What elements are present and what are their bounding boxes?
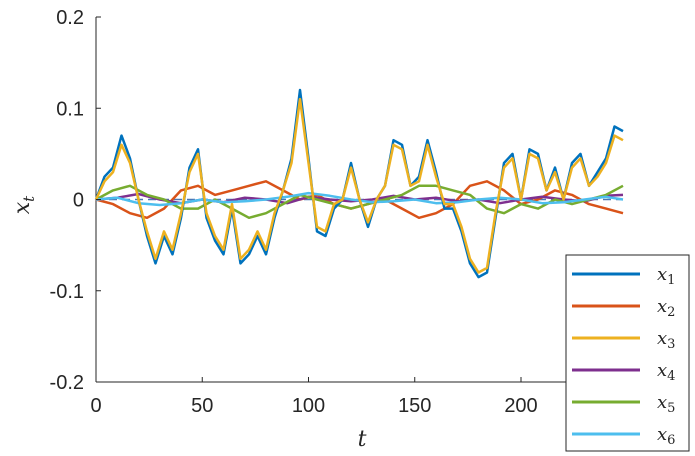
legend-label-x5: x5 [657, 392, 675, 416]
legend-label-x3: x3 [657, 328, 675, 352]
y-axis-label: xt [10, 195, 38, 214]
y-tick-label: 0 [73, 190, 84, 212]
legend-label-x2: x2 [657, 296, 675, 320]
series-line-x3 [94, 97, 624, 274]
series-line-x5 [95, 184, 624, 220]
x-tick-label: 50 [191, 395, 213, 417]
y-tick-label: 0.1 [56, 98, 84, 120]
x-tick-label: 0 [90, 395, 101, 417]
y-tick-label: -0.2 [50, 372, 84, 394]
x-tick-label: 150 [398, 395, 431, 417]
legend-label-x6: x6 [657, 424, 675, 448]
plot-area: 0 50 100 150 200 0.2 0.1 0 -0.1 -0.2 [50, 7, 640, 417]
x-tick-label: 200 [504, 395, 537, 417]
y-tick-label: -0.1 [50, 281, 84, 303]
legend: x1 x2 x3 x4 x5 x6 [565, 254, 690, 452]
svg-text:xt: xt [10, 195, 38, 214]
x-axis-label: t [358, 427, 367, 452]
x-tick-label: 100 [292, 395, 325, 417]
legend-box [565, 254, 690, 452]
y-tick-label: 0.2 [56, 7, 84, 29]
legend-label-x4: x4 [657, 360, 675, 384]
legend-label-x1: x1 [657, 264, 675, 288]
